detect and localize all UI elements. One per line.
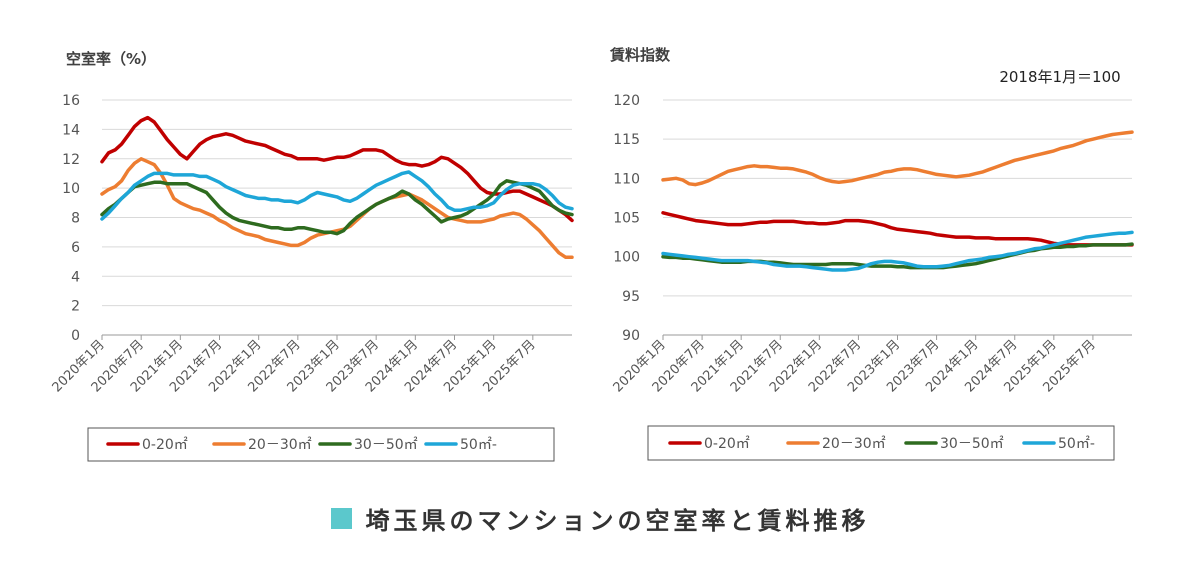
rent-y-tick-label: 115 <box>613 132 640 148</box>
vacancy-y-tick-label: 12 <box>62 152 80 168</box>
vacancy-y-tick-label: 10 <box>62 181 80 197</box>
rent-index-chart: 賃料指数 2018年1月＝100 90 95 100 105 110 115 120 202… <box>609 46 1134 461</box>
rent-y-tick-label: 105 <box>613 211 640 227</box>
vacancy-y-tick-label: 14 <box>62 122 80 138</box>
vacancy-legend-label: 30－50㎡ <box>354 437 418 453</box>
vacancy-series-line-0-20 <box>100 115 574 223</box>
rent-y-tick-label: 95 <box>622 289 640 305</box>
rent-y-tick-label: 100 <box>613 250 640 266</box>
rent-series-line-30-50 <box>661 242 1134 270</box>
rent-legend-label: 50㎡- <box>1058 436 1095 452</box>
caption-title: 埼玉県のマンションの空室率と賃料推移 <box>365 506 870 535</box>
rent-legend-label: 30－50㎡ <box>940 436 1004 452</box>
vacancy-series-line-30-50 <box>100 179 574 236</box>
vacancy-y-tick-label: 8 <box>71 211 80 227</box>
vacancy-x-axis: 2020年1月2020年7月2021年1月2021年7月2022年1月2022年… <box>50 335 539 395</box>
rent-y-tick-label: 90 <box>622 328 640 344</box>
vacancy-legend-label: 20－30㎡ <box>248 437 312 453</box>
vacancy-y-tick-label: 6 <box>71 240 80 256</box>
rent-gridlines <box>663 99 1132 336</box>
page-caption: 埼玉県のマンションの空室率と賃料推移 <box>0 500 1200 536</box>
vacancy-plot-area <box>100 115 574 259</box>
vacancy-y-tick-label: 16 <box>62 93 80 109</box>
vacancy-y-tick-label: 2 <box>71 299 80 315</box>
rent-plot-area <box>661 130 1134 272</box>
vacancy-legend: 0-20㎡ 20－30㎡ 30－50㎡ 50㎡- <box>87 427 555 462</box>
vacancy-rate-chart: 空室率（%） 0 2 4 6 8 10 12 14 16 2020年1月2020年7月2021年… <box>50 50 574 462</box>
rent-legend-label: 0-20㎡ <box>704 436 750 452</box>
vacancy-legend-box <box>87 427 555 462</box>
vacancy-y-tick-label: 0 <box>71 328 80 344</box>
rent-y-axis: 90 95 100 105 110 115 120 <box>613 93 640 344</box>
vacancy-y-axis: 0 2 4 6 8 10 12 14 16 <box>62 93 80 344</box>
vacancy-legend-label: 50㎡- <box>460 437 497 453</box>
vacancy-chart-title: 空室率（%） <box>66 50 156 68</box>
vacancy-series-line-20-30 <box>100 157 574 259</box>
rent-chart-title: 賃料指数 <box>609 46 671 64</box>
rent-y-tick-label: 110 <box>613 171 640 187</box>
rent-legend: 0-20㎡ 20－30㎡ 30－50㎡ 50㎡- <box>647 425 1115 461</box>
rent-series-line-50- <box>661 230 1134 272</box>
vacancy-y-tick-label: 4 <box>71 269 80 285</box>
rent-legend-box <box>647 425 1115 461</box>
caption-square-icon <box>330 507 352 529</box>
vacancy-legend-label: 0-20㎡ <box>142 437 188 453</box>
vacancy-series-line-50- <box>100 170 574 221</box>
rent-x-axis: 2020年1月2020年7月2021年1月2021年7月2022年1月2022年… <box>611 335 1099 395</box>
rent-legend-label: 20－30㎡ <box>822 436 886 452</box>
rent-y-tick-label: 120 <box>613 93 640 109</box>
rent-series-line-20-30 <box>661 130 1134 187</box>
rent-chart-note: 2018年1月＝100 <box>999 68 1120 86</box>
vacancy-gridlines <box>102 99 572 336</box>
